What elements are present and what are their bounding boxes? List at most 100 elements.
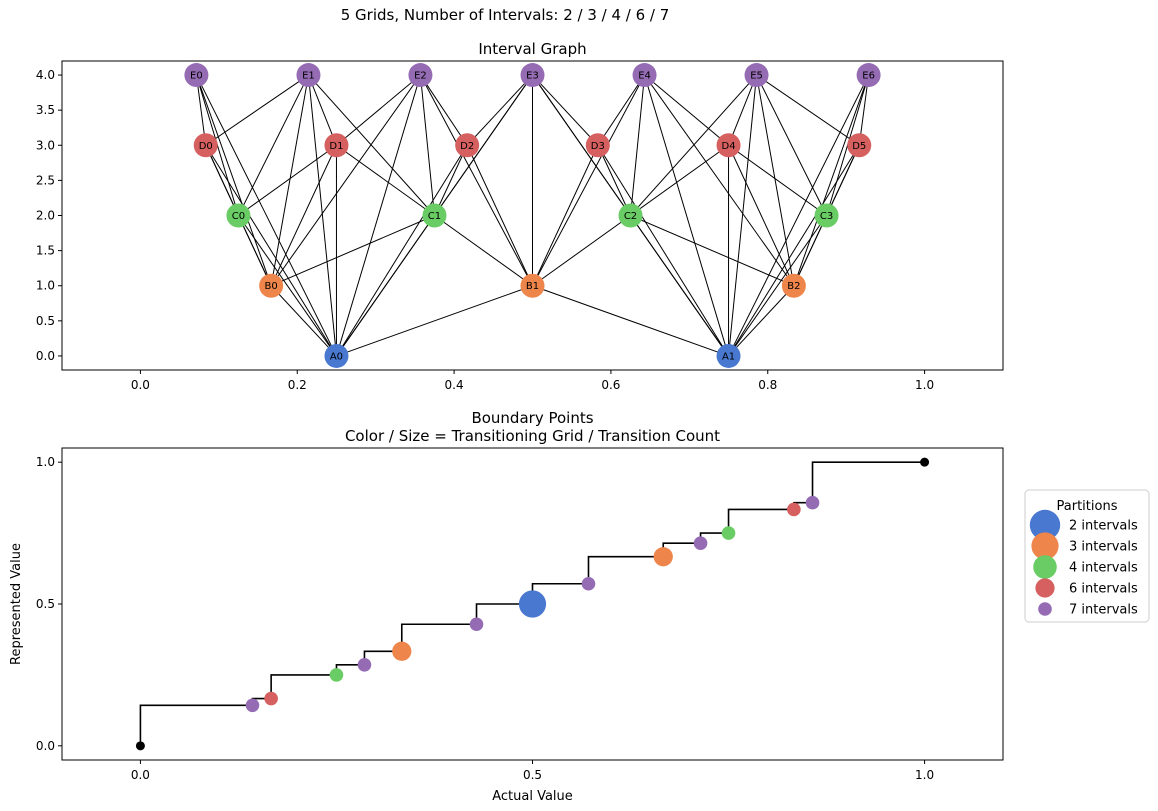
- legend-item-label: 6 intervals: [1069, 582, 1138, 597]
- graph-edge-B1-E4: [532, 74, 645, 286]
- graph-edges: [195, 74, 870, 357]
- graph-node-label-D5: D5: [852, 141, 866, 152]
- graph-edge-B1-C1: [434, 215, 533, 287]
- graph-edge-C0-D1: [238, 144, 337, 216]
- y-tick-label: 3.5: [36, 103, 55, 117]
- graph-edge-C1-E2: [419, 74, 435, 216]
- graph-edge-B1-D2: [466, 145, 533, 286]
- legend-marker: [1029, 509, 1061, 541]
- graph-node-label-D2: D2: [460, 141, 474, 152]
- boundary-point: [357, 657, 372, 672]
- graph-edge-C2-D4: [630, 144, 729, 216]
- graph-node-label-E2: E2: [414, 71, 427, 82]
- graph-node-label-D3: D3: [591, 141, 605, 152]
- graph-edge-C3-E5: [756, 74, 828, 216]
- graph-edge-A1-E5: [728, 74, 758, 357]
- legend-marker: [1031, 532, 1059, 560]
- graph-edge-C1-D2: [434, 145, 468, 216]
- boundary-point: [245, 698, 260, 713]
- y-tick-label: 2.5: [36, 173, 55, 187]
- graph-edge-C3-D5: [826, 145, 860, 216]
- boundary-point-markers: [245, 495, 820, 713]
- graph-node-D0: [193, 133, 218, 158]
- graph-edge-B1-D3: [532, 145, 599, 286]
- graph-edge-D2-E3: [466, 74, 533, 146]
- graph-node-E5: [744, 63, 769, 88]
- graph-node-C3: [814, 203, 839, 228]
- figure-title: 5 Grids, Number of Intervals: 2 / 3 / 4 …: [340, 6, 670, 24]
- y-axis-label: Represented Value: [9, 543, 24, 665]
- graph-edge-D4-E5: [728, 74, 758, 146]
- graph-edge-B0-E1: [270, 74, 309, 286]
- graph-node-C2: [618, 203, 643, 228]
- x-tick-label: 0.0: [131, 378, 150, 392]
- graph-node-label-C3: C3: [820, 211, 833, 222]
- legend-marker: [1038, 602, 1052, 616]
- graph-edge-A0-E2: [335, 74, 421, 357]
- graph-edge-B1-E2: [420, 74, 533, 286]
- graph-edge-B2-C2: [630, 215, 795, 287]
- x-tick-label: 0.2: [288, 378, 307, 392]
- graph-node-label-E5: E5: [750, 71, 763, 82]
- graph-node-label-E6: E6: [862, 71, 875, 82]
- graph-node-label-B0: B0: [265, 281, 278, 292]
- graph-node-E4: [632, 63, 657, 88]
- graph-edge-A1-D5: [728, 145, 860, 357]
- graph-edge-B0-C1: [270, 215, 435, 287]
- graph-node-label-E4: E4: [638, 71, 651, 82]
- graph-edge-C1-E1: [308, 74, 435, 216]
- graph-edge-B1-C2: [532, 215, 631, 287]
- graph-node-label-C1: C1: [428, 211, 441, 222]
- boundary-point: [518, 590, 547, 618]
- graph-node-A0: [324, 343, 349, 368]
- graph-edge-A0-E0: [195, 74, 337, 357]
- graph-node-D4: [716, 133, 741, 158]
- y-tick-label: 0.0: [36, 349, 55, 363]
- graph-edge-D3-E3: [532, 74, 599, 146]
- graph-edge-B0-D1: [270, 145, 337, 286]
- graph-node-label-E1: E1: [302, 71, 315, 82]
- x-tick-label: 0.4: [445, 378, 464, 392]
- legend-marker: [1035, 578, 1055, 598]
- graph-node-B2: [781, 273, 806, 298]
- graph-node-label-D4: D4: [722, 141, 736, 152]
- graph-edge-B0-E2: [270, 74, 421, 287]
- endpoint-marker: [135, 741, 145, 751]
- graph-edge-A0-D0: [205, 145, 337, 357]
- boundary-point: [264, 691, 278, 706]
- graph-node-B1: [520, 273, 545, 298]
- graph-edge-A1-C3: [728, 215, 827, 357]
- x-tick-label: 0.6: [601, 378, 620, 392]
- graph-edge-D0-E1: [205, 74, 309, 146]
- graph-edge-A1-B1: [532, 285, 729, 357]
- graph-edge-D2-E2: [420, 74, 468, 146]
- graph-node-E1: [296, 63, 321, 88]
- boundary-point: [653, 547, 673, 567]
- boundary-points-subtitle: Color / Size = Transitioning Grid / Tran…: [345, 427, 720, 445]
- graph-node-label-C0: C0: [232, 211, 245, 222]
- graph-edge-B2-E4: [644, 74, 795, 287]
- y-tick-label: 2.0: [36, 209, 55, 223]
- graph-edge-D1-E1: [307, 74, 337, 146]
- graph-node-E3: [520, 63, 545, 88]
- graph-node-label-E3: E3: [526, 71, 539, 82]
- graph-edge-C3-D4: [728, 144, 827, 216]
- y-tick-label: 0.0: [36, 739, 55, 753]
- legend-item-label: 3 intervals: [1069, 540, 1138, 555]
- boundary-point: [581, 576, 596, 591]
- graph-edge-B2-E6: [793, 74, 870, 286]
- graph-node-label-B1: B1: [526, 281, 539, 292]
- y-tick-label: 0.5: [36, 597, 55, 611]
- graph-edge-B2-E5: [756, 74, 795, 286]
- y-tick-label: 4.0: [36, 68, 55, 82]
- graph-node-D3: [585, 133, 610, 158]
- graph-edge-C1-D1: [336, 144, 435, 216]
- x-tick-label: 0.8: [758, 378, 777, 392]
- y-tick-label: 3.0: [36, 138, 55, 152]
- y-tick-label: 1.5: [36, 244, 55, 258]
- y-tick-label: 1.0: [36, 455, 55, 469]
- graph-edge-C2-E5: [630, 74, 757, 216]
- graph-node-label-A0: A0: [330, 351, 343, 362]
- graph-edge-D5-E5: [756, 74, 860, 146]
- graph-edge-D1-E2: [336, 74, 421, 146]
